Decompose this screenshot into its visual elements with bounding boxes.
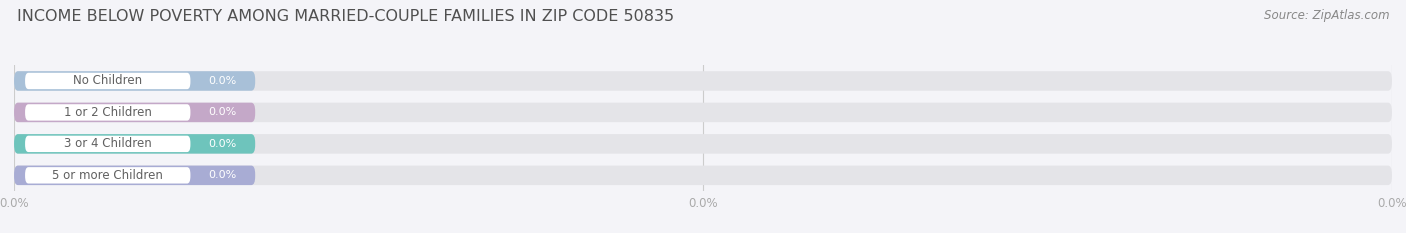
- Text: INCOME BELOW POVERTY AMONG MARRIED-COUPLE FAMILIES IN ZIP CODE 50835: INCOME BELOW POVERTY AMONG MARRIED-COUPL…: [17, 9, 673, 24]
- Text: 3 or 4 Children: 3 or 4 Children: [63, 137, 152, 150]
- FancyBboxPatch shape: [14, 103, 1392, 122]
- FancyBboxPatch shape: [14, 166, 1392, 185]
- FancyBboxPatch shape: [14, 166, 256, 185]
- Text: 1 or 2 Children: 1 or 2 Children: [63, 106, 152, 119]
- Text: 0.0%: 0.0%: [208, 76, 238, 86]
- Text: 0.0%: 0.0%: [208, 107, 238, 117]
- FancyBboxPatch shape: [14, 134, 1392, 154]
- FancyBboxPatch shape: [14, 134, 256, 154]
- Text: 5 or more Children: 5 or more Children: [52, 169, 163, 182]
- Text: Source: ZipAtlas.com: Source: ZipAtlas.com: [1264, 9, 1389, 22]
- FancyBboxPatch shape: [25, 167, 190, 184]
- FancyBboxPatch shape: [25, 73, 190, 89]
- FancyBboxPatch shape: [25, 104, 190, 121]
- FancyBboxPatch shape: [14, 103, 256, 122]
- Text: No Children: No Children: [73, 75, 142, 87]
- FancyBboxPatch shape: [14, 71, 1392, 91]
- Text: 0.0%: 0.0%: [208, 139, 238, 149]
- FancyBboxPatch shape: [25, 136, 190, 152]
- Text: 0.0%: 0.0%: [208, 170, 238, 180]
- FancyBboxPatch shape: [14, 71, 256, 91]
